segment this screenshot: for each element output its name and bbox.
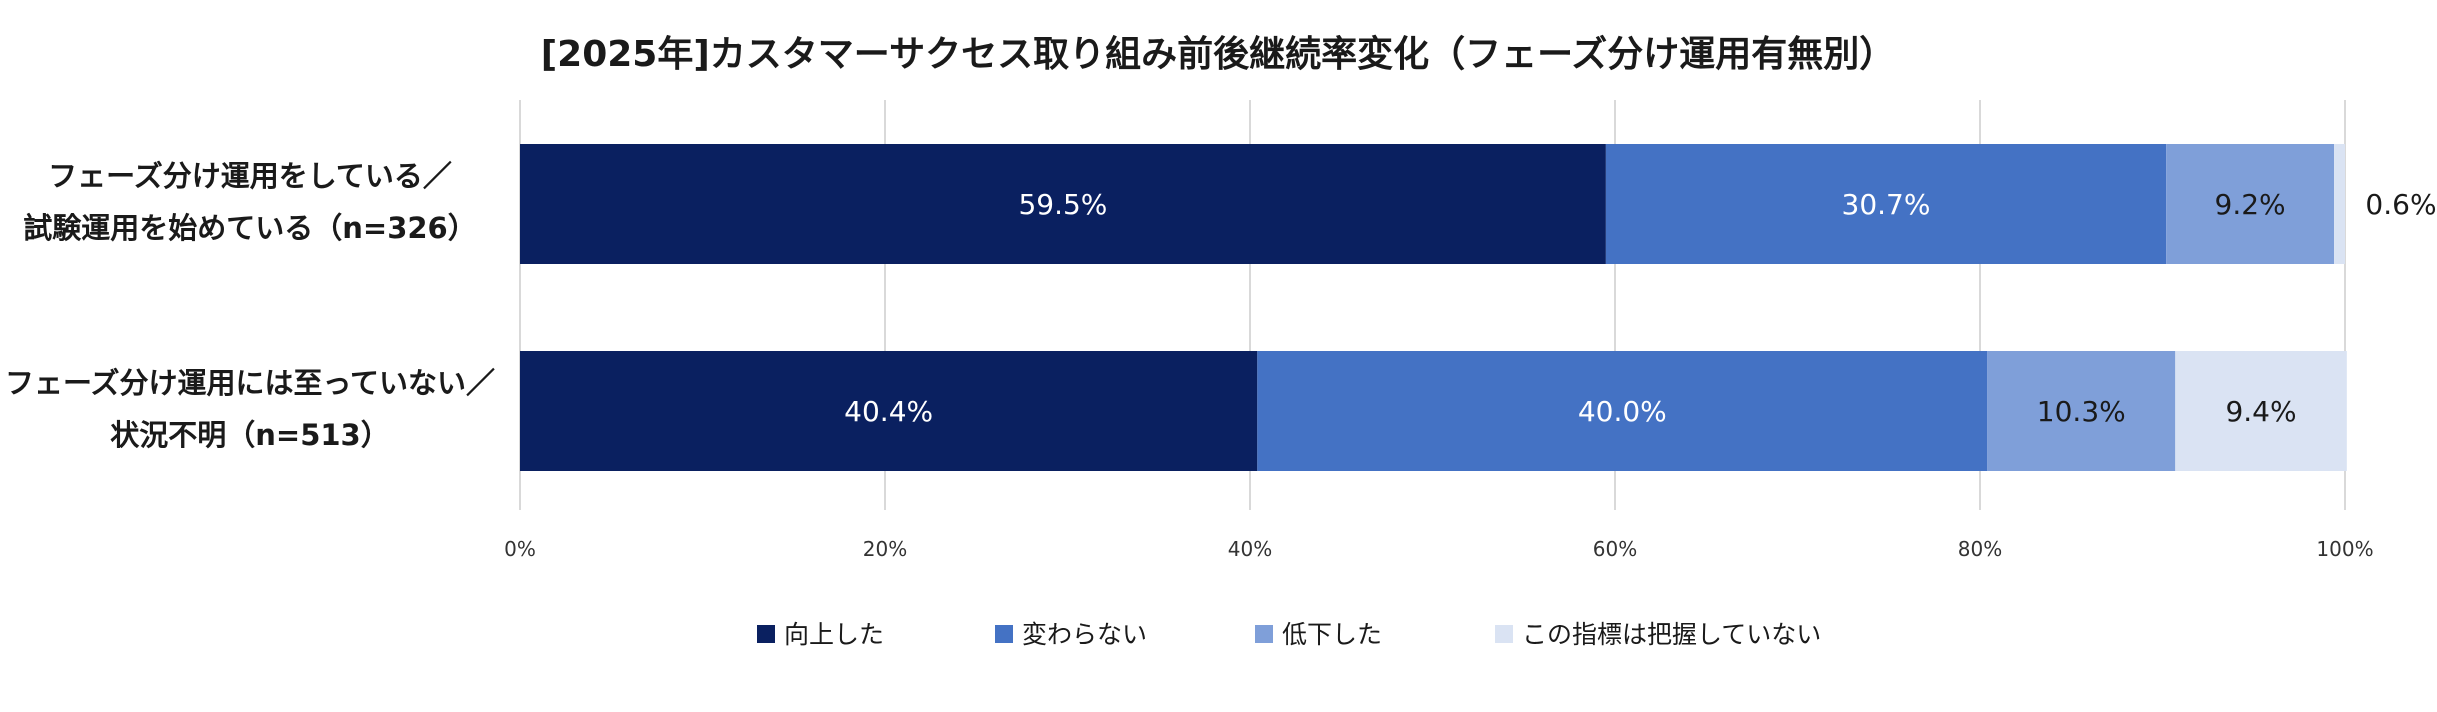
legend-label: 低下した [1282, 620, 1382, 649]
x-tick-label: 80% [1958, 537, 2002, 561]
data-label: 40.4% [844, 395, 933, 428]
category-label: 状況不明（n=513） [110, 418, 389, 452]
data-label: 10.3% [2037, 395, 2126, 428]
bar-segment [1605, 144, 2167, 264]
data-label: 59.5% [1018, 188, 1107, 221]
bar-segment [2334, 144, 2345, 264]
data-label: 9.4% [2225, 395, 2296, 428]
data-label: 40.0% [1578, 395, 1667, 428]
x-tick-label: 0% [504, 537, 536, 561]
legend-swatch [757, 625, 775, 643]
chart-title: [2025年]カスタマーサクセス取り組み前後継続率変化（フェーズ分け運用有無別） [541, 33, 1896, 75]
x-tick-label: 60% [1593, 537, 1637, 561]
bar-segment [520, 351, 1258, 471]
legend-swatch [1255, 625, 1273, 643]
bar-segment [520, 144, 1606, 264]
x-tick-label: 100% [2316, 537, 2373, 561]
legend-swatch [1495, 625, 1513, 643]
legend-label: この指標は把握していない [1522, 620, 1821, 649]
category-label: フェーズ分け運用をしている／ [48, 159, 452, 193]
legend-label: 向上した [784, 620, 884, 649]
legend-label: 変わらない [1022, 620, 1147, 649]
x-axis-ticks: 0% 20% 40% 60% 80% 100% [504, 537, 2373, 561]
bar-segment [1987, 351, 2176, 471]
legend-swatch [995, 625, 1013, 643]
x-tick-label: 20% [863, 537, 907, 561]
bar-segment [2175, 351, 2347, 471]
x-tick-label: 40% [1228, 537, 1272, 561]
bar-segment [1257, 351, 1988, 471]
category-label: 試験運用を始めている（n=326） [23, 211, 476, 245]
legend: 向上した 変わらない 低下した この指標は把握していない [757, 620, 1821, 649]
data-labels: 59.5% 30.7% 9.2% 0.6% 40.4% 40.0% 10.3% 9.4% [844, 188, 2436, 428]
data-label: 30.7% [1842, 188, 1931, 221]
bar-segment [2166, 144, 2335, 264]
data-label: 9.2% [2215, 188, 2286, 221]
category-labels: フェーズ分け運用をしている／ 試験運用を始めている（n=326） フェーズ分け運用に… [5, 159, 495, 452]
bars [520, 144, 2347, 471]
category-label: フェーズ分け運用には至っていない／ [5, 366, 495, 400]
data-label: 0.6% [2365, 188, 2436, 221]
